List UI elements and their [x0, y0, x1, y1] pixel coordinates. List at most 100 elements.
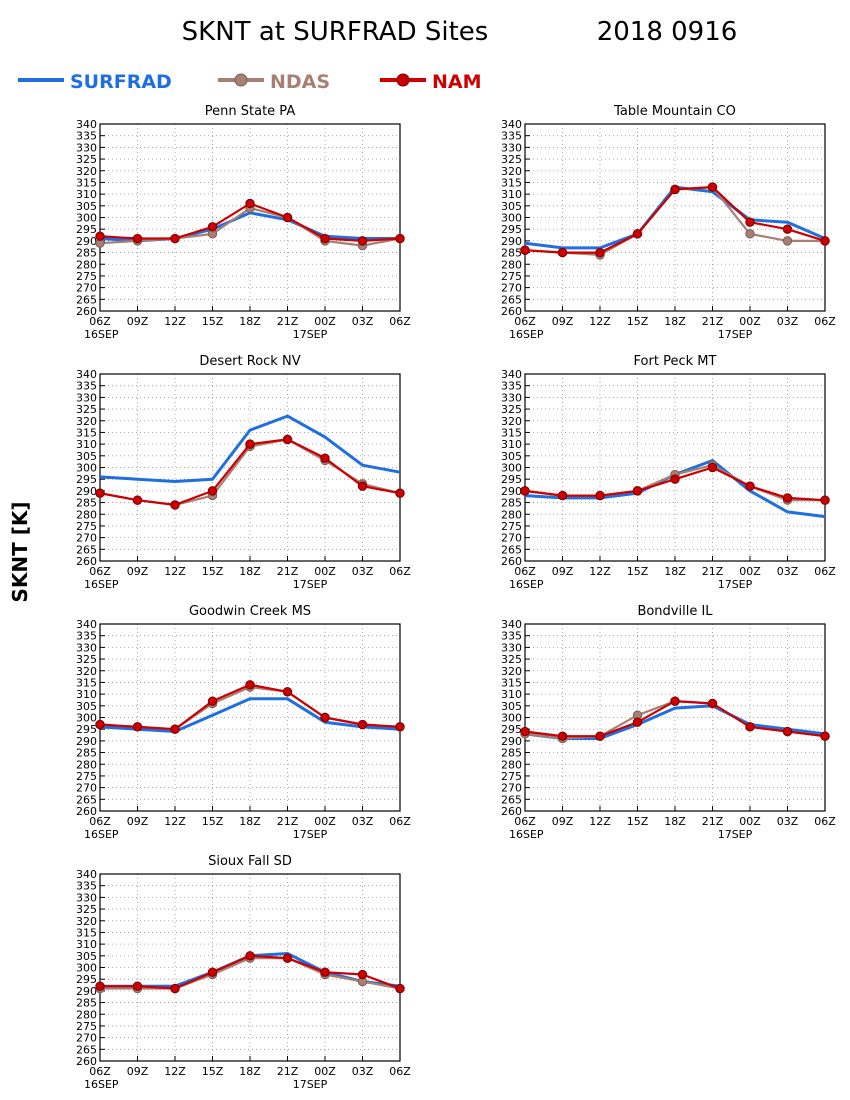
panel-title: Table Mountain CO [613, 104, 736, 119]
x-tick-label: 03Z [777, 815, 799, 828]
x-tick-label: 15Z [202, 565, 224, 578]
y-tick-label: 305 [501, 200, 522, 213]
x-tick-label: 03Z [352, 815, 374, 828]
y-tick-label: 270 [501, 782, 522, 795]
y-tick-label: 270 [76, 782, 97, 795]
y-tick-label: 265 [76, 293, 97, 306]
x-tick-label: 21Z [277, 565, 299, 578]
y-tick-label: 290 [76, 485, 97, 498]
y-tick-label: 300 [501, 712, 522, 725]
x-date-label: 16SEP [84, 328, 119, 341]
series-nam-point [707, 462, 718, 473]
series-nam-point [707, 182, 718, 192]
x-tick-label: 12Z [164, 815, 186, 828]
plot-frame [524, 373, 826, 562]
y-tick-label: 260 [76, 305, 97, 318]
series-nam-point [282, 212, 293, 223]
x-tick-label: 15Z [627, 815, 649, 828]
y-tick-label: 260 [501, 305, 522, 318]
y-tick-label: 300 [76, 462, 97, 475]
series-nam-point [520, 726, 530, 737]
series-nam-point [632, 717, 643, 727]
panel-title: Goodwin Creek MS [189, 604, 311, 619]
plot-frame [524, 123, 826, 312]
y-tick-label: 340 [501, 118, 522, 131]
y-tick-label: 280 [501, 508, 522, 521]
x-tick-label: 06Z [89, 565, 111, 578]
x-tick-label: 06Z [389, 815, 411, 828]
x-tick-label: 21Z [702, 565, 724, 578]
series-nam-point [595, 247, 605, 258]
x-tick-label: 06Z [89, 815, 111, 828]
y-tick-label: 340 [76, 868, 97, 881]
y-tick-label: 285 [501, 747, 522, 760]
y-tick-label: 310 [76, 938, 97, 951]
series-nam-point [745, 481, 755, 491]
y-tick-label: 320 [76, 415, 97, 428]
series-nam-point [395, 488, 405, 498]
panel-6: Sioux Fall SD 260265270275280285290295300… [76, 854, 411, 1091]
y-tick-label: 275 [501, 270, 522, 283]
legend-ndas-label: NDAS [270, 71, 330, 93]
y-tick-label: 290 [501, 735, 522, 748]
x-tick-label: 15Z [627, 565, 649, 578]
x-tick-label: 15Z [202, 815, 224, 828]
y-tick-label: 330 [501, 141, 522, 154]
x-tick-label: 06Z [389, 315, 411, 328]
series-nam-point [782, 493, 793, 503]
y-tick-label: 280 [501, 758, 522, 771]
series-nam-point [782, 726, 793, 737]
series-nam-point [207, 486, 218, 496]
y-tick-label: 325 [76, 653, 97, 666]
x-tick-label: 06Z [89, 1065, 111, 1078]
series-nam-point [395, 983, 405, 994]
series-nam-point [320, 453, 330, 463]
y-tick-label: 300 [76, 962, 97, 975]
y-tick-label: 265 [501, 543, 522, 556]
y-tick-label: 330 [76, 141, 97, 154]
y-tick-label: 290 [501, 485, 522, 498]
y-tick-label: 320 [501, 165, 522, 178]
series-nam-point [595, 490, 605, 501]
x-tick-label: 21Z [277, 1065, 299, 1078]
y-tick-label: 285 [76, 747, 97, 760]
x-tick-label: 18Z [239, 815, 261, 828]
x-date-label: 16SEP [84, 578, 119, 591]
x-date-label: 17SEP [293, 828, 328, 841]
y-tick-label: 335 [501, 130, 522, 143]
y-tick-label: 335 [76, 630, 97, 643]
y-tick-label: 300 [76, 712, 97, 725]
y-tick-label: 315 [76, 176, 97, 189]
x-tick-label: 03Z [352, 315, 374, 328]
series-nam-point [357, 481, 368, 491]
y-tick-label: 340 [76, 368, 97, 381]
x-tick-label: 03Z [777, 565, 799, 578]
series-nam-point [395, 233, 405, 244]
x-tick-label: 15Z [627, 315, 649, 328]
y-tick-label: 320 [501, 415, 522, 428]
legend: SURFRAD NDAS NAM [18, 71, 482, 93]
series-nam-point [595, 731, 605, 741]
series-nam-point [170, 983, 180, 994]
x-tick-label: 00Z [314, 565, 336, 578]
y-tick-label: 270 [501, 282, 522, 295]
series-nam-point [207, 967, 218, 977]
series-nam-point [782, 224, 793, 234]
y-tick-label: 305 [76, 700, 97, 713]
series-nam-point [207, 222, 218, 232]
series-nam-point [557, 247, 568, 258]
y-tick-label: 260 [76, 555, 97, 568]
y-tick-label: 340 [501, 618, 522, 631]
x-tick-label: 21Z [702, 315, 724, 328]
x-date-label: 16SEP [509, 328, 544, 341]
y-tick-label: 305 [76, 950, 97, 963]
panel-3: Fort Peck MT2602652702752802852902953003… [501, 354, 836, 591]
x-date-label: 17SEP [293, 578, 328, 591]
y-tick-label: 290 [76, 985, 97, 998]
y-tick-label: 335 [76, 880, 97, 893]
y-tick-label: 295 [76, 223, 97, 236]
x-tick-label: 06Z [814, 315, 836, 328]
panel-title: Bondville IL [637, 604, 713, 619]
plot-frame [99, 373, 401, 562]
